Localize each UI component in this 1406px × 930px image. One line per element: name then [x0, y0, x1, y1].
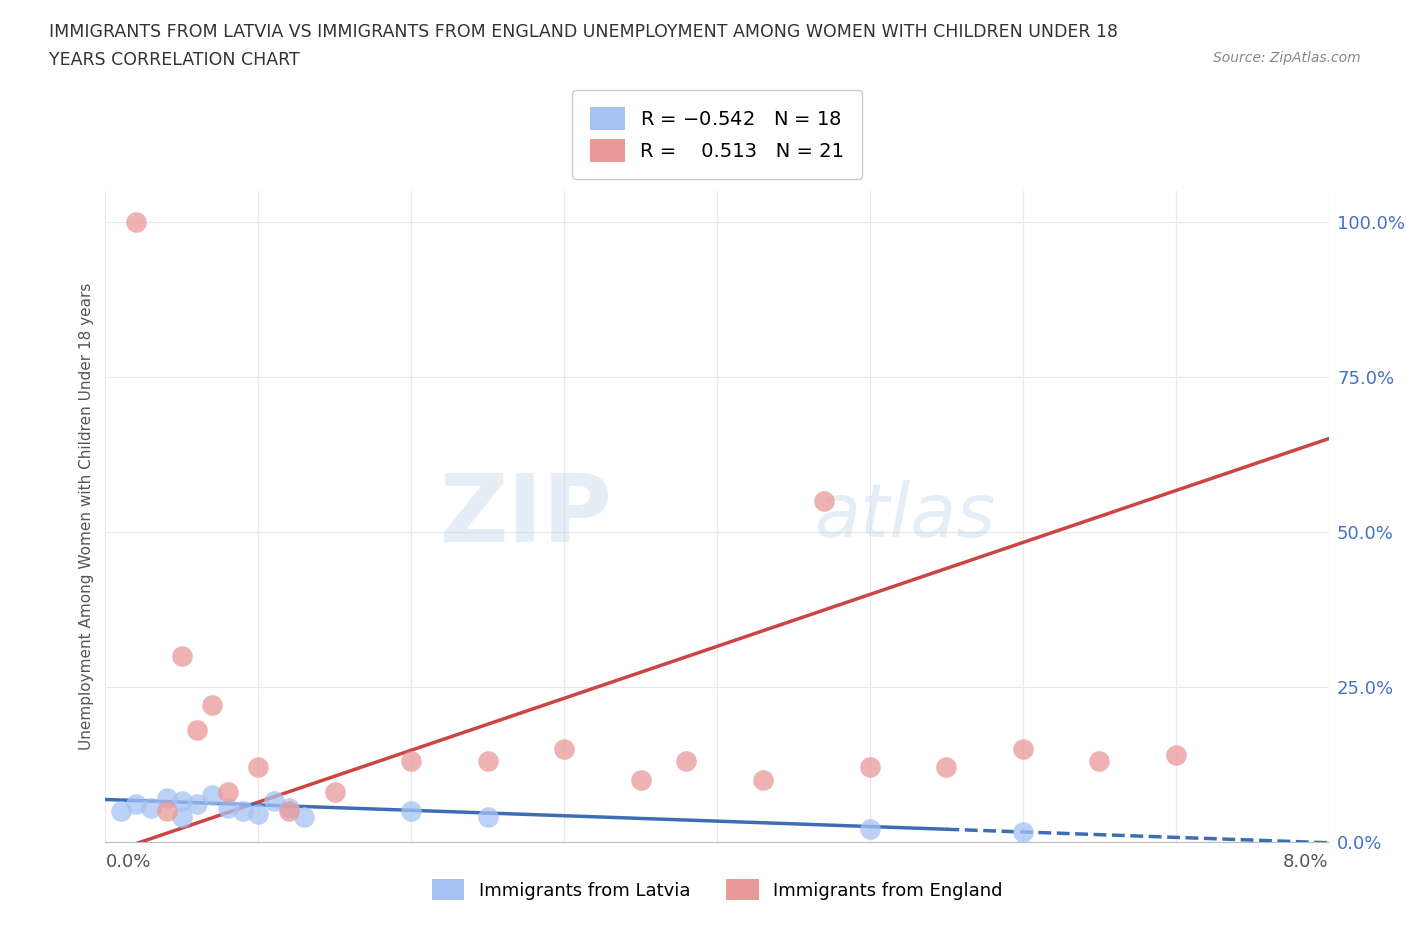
Text: Source: ZipAtlas.com: Source: ZipAtlas.com	[1213, 51, 1361, 65]
Point	[675, 753, 697, 768]
Y-axis label: Unemployment Among Women with Children Under 18 years: Unemployment Among Women with Children U…	[79, 283, 94, 750]
Point	[247, 806, 270, 821]
Point	[323, 785, 346, 800]
Point	[401, 804, 423, 818]
Text: atlas: atlas	[815, 480, 997, 552]
Point	[217, 800, 239, 815]
Point	[1088, 753, 1111, 768]
Point	[263, 794, 285, 809]
Point	[201, 788, 224, 803]
Text: YEARS CORRELATION CHART: YEARS CORRELATION CHART	[49, 51, 299, 69]
Point	[156, 804, 179, 818]
Text: 8.0%: 8.0%	[1284, 853, 1329, 870]
Point	[935, 760, 957, 775]
Point	[125, 214, 148, 229]
Point	[1011, 825, 1033, 840]
Point	[752, 772, 775, 787]
Point	[170, 648, 193, 663]
Point	[278, 800, 301, 815]
Point	[859, 760, 882, 775]
Text: ZIP: ZIP	[440, 471, 613, 562]
Point	[201, 698, 224, 712]
Point	[813, 493, 835, 508]
Point	[186, 797, 208, 812]
Point	[859, 822, 882, 837]
Text: IMMIGRANTS FROM LATVIA VS IMMIGRANTS FROM ENGLAND UNEMPLOYMENT AMONG WOMEN WITH : IMMIGRANTS FROM LATVIA VS IMMIGRANTS FRO…	[49, 23, 1118, 41]
Point	[1164, 748, 1187, 763]
Text: 0.0%: 0.0%	[105, 853, 150, 870]
Point	[170, 809, 193, 824]
Point	[278, 804, 301, 818]
Point	[186, 723, 208, 737]
Point	[125, 797, 148, 812]
Point	[170, 794, 193, 809]
Point	[247, 760, 270, 775]
Point	[141, 800, 163, 815]
Point	[156, 790, 179, 805]
Point	[477, 753, 499, 768]
Point	[217, 785, 239, 800]
Point	[553, 741, 575, 756]
Point	[292, 809, 315, 824]
Legend: Immigrants from Latvia, Immigrants from England: Immigrants from Latvia, Immigrants from …	[425, 872, 1010, 908]
Point	[110, 804, 132, 818]
Point	[232, 804, 254, 818]
Point	[630, 772, 652, 787]
Point	[477, 809, 499, 824]
Point	[1011, 741, 1033, 756]
Point	[401, 753, 423, 768]
